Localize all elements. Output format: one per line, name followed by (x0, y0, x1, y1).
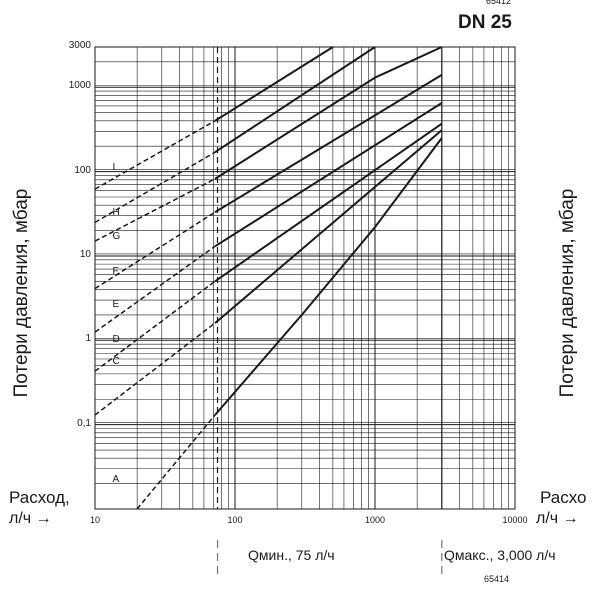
x-tick-label: 1000 (364, 515, 386, 525)
y-tick-label: 10 (79, 248, 91, 260)
curve-f-solid (214, 74, 443, 214)
y-tick-label: 1 (85, 333, 91, 345)
curve-label-d: D (112, 334, 120, 346)
curve-f-dashed (94, 211, 216, 290)
plot-frame (94, 46, 516, 510)
curve-label-c: C (112, 356, 120, 368)
curve-h-dashed (94, 151, 216, 224)
x-tick-label: 10 (89, 515, 101, 525)
qmax-label: Qмакс., 3,000 л/ч (444, 547, 556, 563)
curve-e-dashed (94, 245, 216, 333)
qmin-label: Qмин., 75 л/ч (248, 547, 335, 563)
curve-c-dashed (94, 322, 216, 416)
curve-a-solid (214, 137, 443, 416)
x-axis-unit-right: л/ч → (536, 510, 579, 527)
x-axis-label-right: Расхо (540, 488, 587, 507)
y-tick-label: 1000 (68, 80, 91, 92)
drawing-code-top: 65412 (486, 0, 512, 6)
curve-g-dashed (94, 178, 216, 242)
x-axis-label-left: Расход, (9, 488, 70, 507)
x-axis-unit-left: л/ч → (9, 510, 52, 527)
curve-i-dashed (94, 120, 216, 190)
curve-label-f: F (112, 265, 119, 277)
curve-series (94, 46, 443, 510)
y-axis-label-left: Потери давления, мбар (11, 188, 32, 398)
drawing-code-bottom: 65414 (484, 574, 510, 584)
x-tick-label: 10000 (502, 515, 528, 525)
curve-g-solid (214, 46, 443, 180)
curve-label-h: H (112, 207, 120, 219)
x-tick-label: 100 (227, 515, 243, 525)
curve-h-solid (214, 46, 376, 154)
curve-label-e: E (112, 299, 120, 311)
curve-e-solid (214, 102, 443, 248)
flow-limit-lines (216, 47, 443, 577)
chart-title: DN 25 (458, 12, 512, 33)
curve-d-dashed (94, 280, 216, 372)
y-axis-label-right: Потери давления, мбар (557, 188, 578, 398)
curve-d-solid (214, 122, 443, 283)
y-tick-label: 3000 (68, 40, 91, 51)
curve-label-g: G (112, 230, 121, 242)
curve-label-a: A (112, 474, 120, 486)
curve-a-dashed (136, 414, 216, 510)
y-tick-label: 0,1 (77, 417, 91, 429)
curve-c-solid (214, 129, 443, 324)
curve-i-solid (214, 46, 334, 122)
curve-label-i: I (112, 162, 116, 174)
chart-grid (95, 47, 515, 509)
y-tick-label: 100 (74, 164, 91, 176)
